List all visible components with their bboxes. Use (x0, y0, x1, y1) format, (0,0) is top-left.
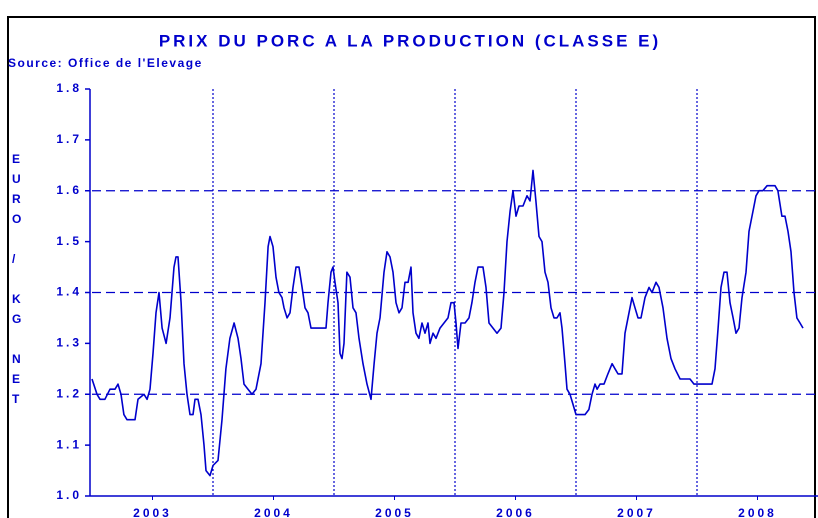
y-axis-label-char: O (12, 212, 21, 226)
y-axis-label-char: U (12, 172, 21, 186)
y-axis-label-char: G (12, 312, 21, 326)
y-tick-label: 1.5 (56, 234, 82, 248)
y-axis-label-char: K (12, 292, 21, 306)
y-axis-label-char: E (12, 372, 20, 386)
y-axis-label-char: N (12, 352, 21, 366)
y-axis-label-char: E (12, 152, 20, 166)
y-tick-label: 1.0 (56, 488, 82, 502)
chart-subtitle: Source: Office de l'Elevage (8, 56, 203, 70)
x-tick-label: 2008 (738, 506, 777, 518)
y-tick-label: 1.3 (56, 336, 82, 350)
y-tick-label: 1.2 (56, 386, 82, 400)
y-tick-label: 1.4 (56, 285, 82, 299)
x-tick-label: 2003 (133, 506, 172, 518)
chart-title: PRIX DU PORC A LA PRODUCTION (CLASSE E) (159, 31, 661, 50)
frame (7, 16, 816, 518)
price-line (91, 169, 804, 477)
y-axis-label-char: R (12, 192, 21, 206)
y-tick-label: 1.7 (56, 132, 82, 146)
y-axis-label-char: / (12, 252, 16, 266)
y-axis-label-char: T (12, 392, 20, 406)
x-tick-label: 2004 (254, 506, 293, 518)
y-tick-label: 1.8 (56, 81, 82, 95)
x-tick-label: 2006 (496, 506, 535, 518)
y-tick-label: 1.6 (56, 183, 82, 197)
x-tick-label: 2007 (617, 506, 656, 518)
y-tick-label: 1.1 (56, 437, 82, 451)
x-tick-label: 2005 (375, 506, 414, 518)
